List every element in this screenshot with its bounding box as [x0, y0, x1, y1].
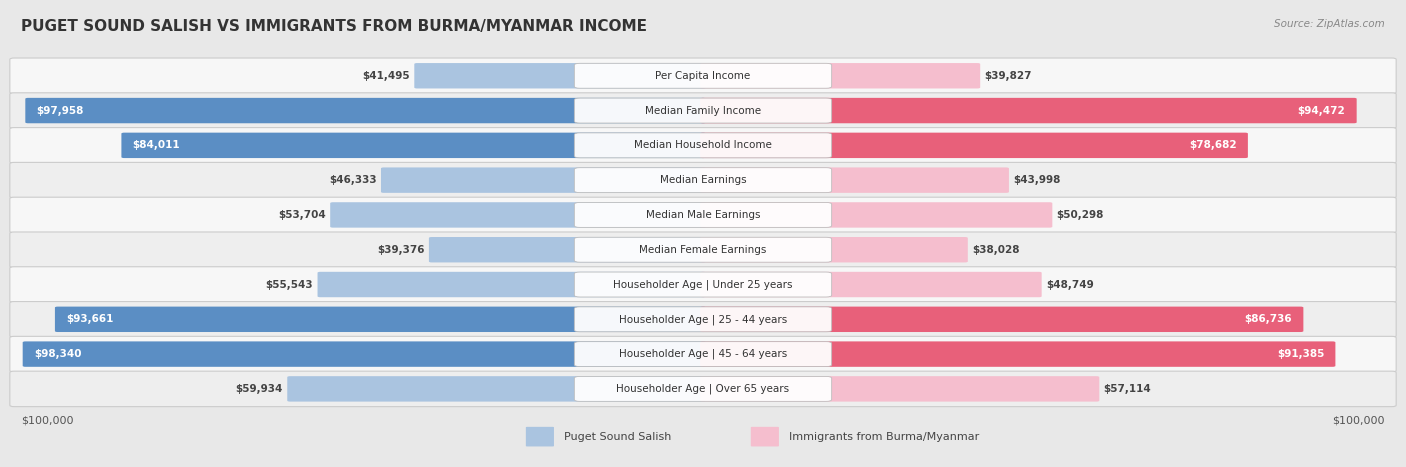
- Text: $43,998: $43,998: [1014, 175, 1060, 185]
- Text: $100,000: $100,000: [21, 416, 73, 425]
- Text: $98,340: $98,340: [34, 349, 82, 359]
- Text: Median Family Income: Median Family Income: [645, 106, 761, 115]
- Text: $94,472: $94,472: [1298, 106, 1346, 115]
- Text: Immigrants from Burma/Myanmar: Immigrants from Burma/Myanmar: [789, 432, 979, 442]
- Text: $41,495: $41,495: [363, 71, 411, 81]
- Text: Puget Sound Salish: Puget Sound Salish: [564, 432, 671, 442]
- Text: Householder Age | Under 25 years: Householder Age | Under 25 years: [613, 279, 793, 290]
- Text: $55,543: $55,543: [266, 280, 314, 290]
- Text: Median Household Income: Median Household Income: [634, 141, 772, 150]
- Text: Median Earnings: Median Earnings: [659, 175, 747, 185]
- Text: $93,661: $93,661: [66, 314, 114, 324]
- Text: $53,704: $53,704: [278, 210, 326, 220]
- Text: Householder Age | Over 65 years: Householder Age | Over 65 years: [616, 384, 790, 394]
- Text: Householder Age | 45 - 64 years: Householder Age | 45 - 64 years: [619, 349, 787, 359]
- Text: $59,934: $59,934: [236, 384, 283, 394]
- Text: $86,736: $86,736: [1244, 314, 1292, 324]
- Text: $50,298: $50,298: [1056, 210, 1104, 220]
- Text: Source: ZipAtlas.com: Source: ZipAtlas.com: [1274, 19, 1385, 28]
- Text: Householder Age | 25 - 44 years: Householder Age | 25 - 44 years: [619, 314, 787, 325]
- Text: $39,376: $39,376: [377, 245, 425, 255]
- Text: $100,000: $100,000: [1333, 416, 1385, 425]
- Text: $38,028: $38,028: [972, 245, 1019, 255]
- Text: PUGET SOUND SALISH VS IMMIGRANTS FROM BURMA/MYANMAR INCOME: PUGET SOUND SALISH VS IMMIGRANTS FROM BU…: [21, 19, 647, 34]
- Text: $84,011: $84,011: [132, 141, 180, 150]
- Text: $97,958: $97,958: [37, 106, 84, 115]
- Text: $57,114: $57,114: [1104, 384, 1152, 394]
- Text: $91,385: $91,385: [1277, 349, 1324, 359]
- Text: Median Female Earnings: Median Female Earnings: [640, 245, 766, 255]
- Text: $39,827: $39,827: [984, 71, 1032, 81]
- Text: $46,333: $46,333: [329, 175, 377, 185]
- Text: Per Capita Income: Per Capita Income: [655, 71, 751, 81]
- Text: $78,682: $78,682: [1189, 141, 1237, 150]
- Text: Median Male Earnings: Median Male Earnings: [645, 210, 761, 220]
- Text: $48,749: $48,749: [1046, 280, 1094, 290]
